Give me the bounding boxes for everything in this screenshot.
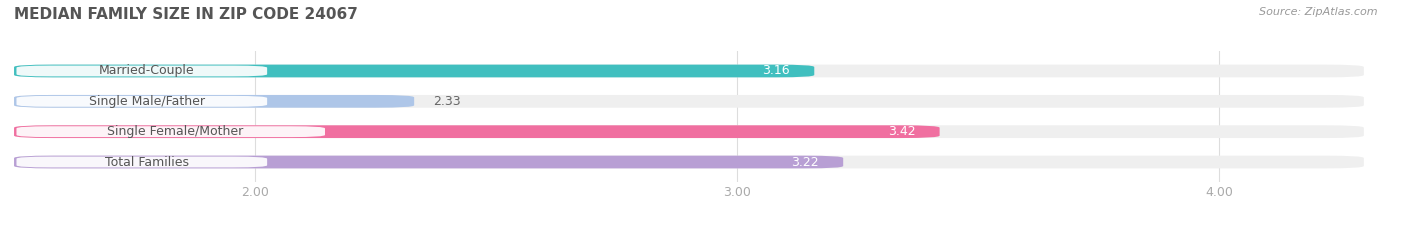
- FancyBboxPatch shape: [17, 126, 325, 137]
- Text: Single Male/Father: Single Male/Father: [89, 95, 205, 108]
- Text: 3.16: 3.16: [762, 65, 790, 78]
- Text: Total Families: Total Families: [104, 155, 188, 168]
- FancyBboxPatch shape: [17, 157, 267, 168]
- FancyBboxPatch shape: [14, 125, 939, 138]
- Text: 2.33: 2.33: [433, 95, 461, 108]
- Text: Source: ZipAtlas.com: Source: ZipAtlas.com: [1260, 7, 1378, 17]
- FancyBboxPatch shape: [14, 95, 1364, 108]
- FancyBboxPatch shape: [14, 156, 844, 168]
- Text: MEDIAN FAMILY SIZE IN ZIP CODE 24067: MEDIAN FAMILY SIZE IN ZIP CODE 24067: [14, 7, 359, 22]
- FancyBboxPatch shape: [14, 95, 415, 108]
- Text: Single Female/Mother: Single Female/Mother: [107, 125, 243, 138]
- FancyBboxPatch shape: [14, 125, 1364, 138]
- FancyBboxPatch shape: [14, 65, 1364, 77]
- Text: Married-Couple: Married-Couple: [98, 65, 194, 78]
- Text: 3.42: 3.42: [887, 125, 915, 138]
- FancyBboxPatch shape: [17, 96, 267, 107]
- FancyBboxPatch shape: [14, 65, 814, 77]
- Text: 3.22: 3.22: [792, 155, 820, 168]
- FancyBboxPatch shape: [17, 65, 267, 76]
- FancyBboxPatch shape: [14, 156, 1364, 168]
